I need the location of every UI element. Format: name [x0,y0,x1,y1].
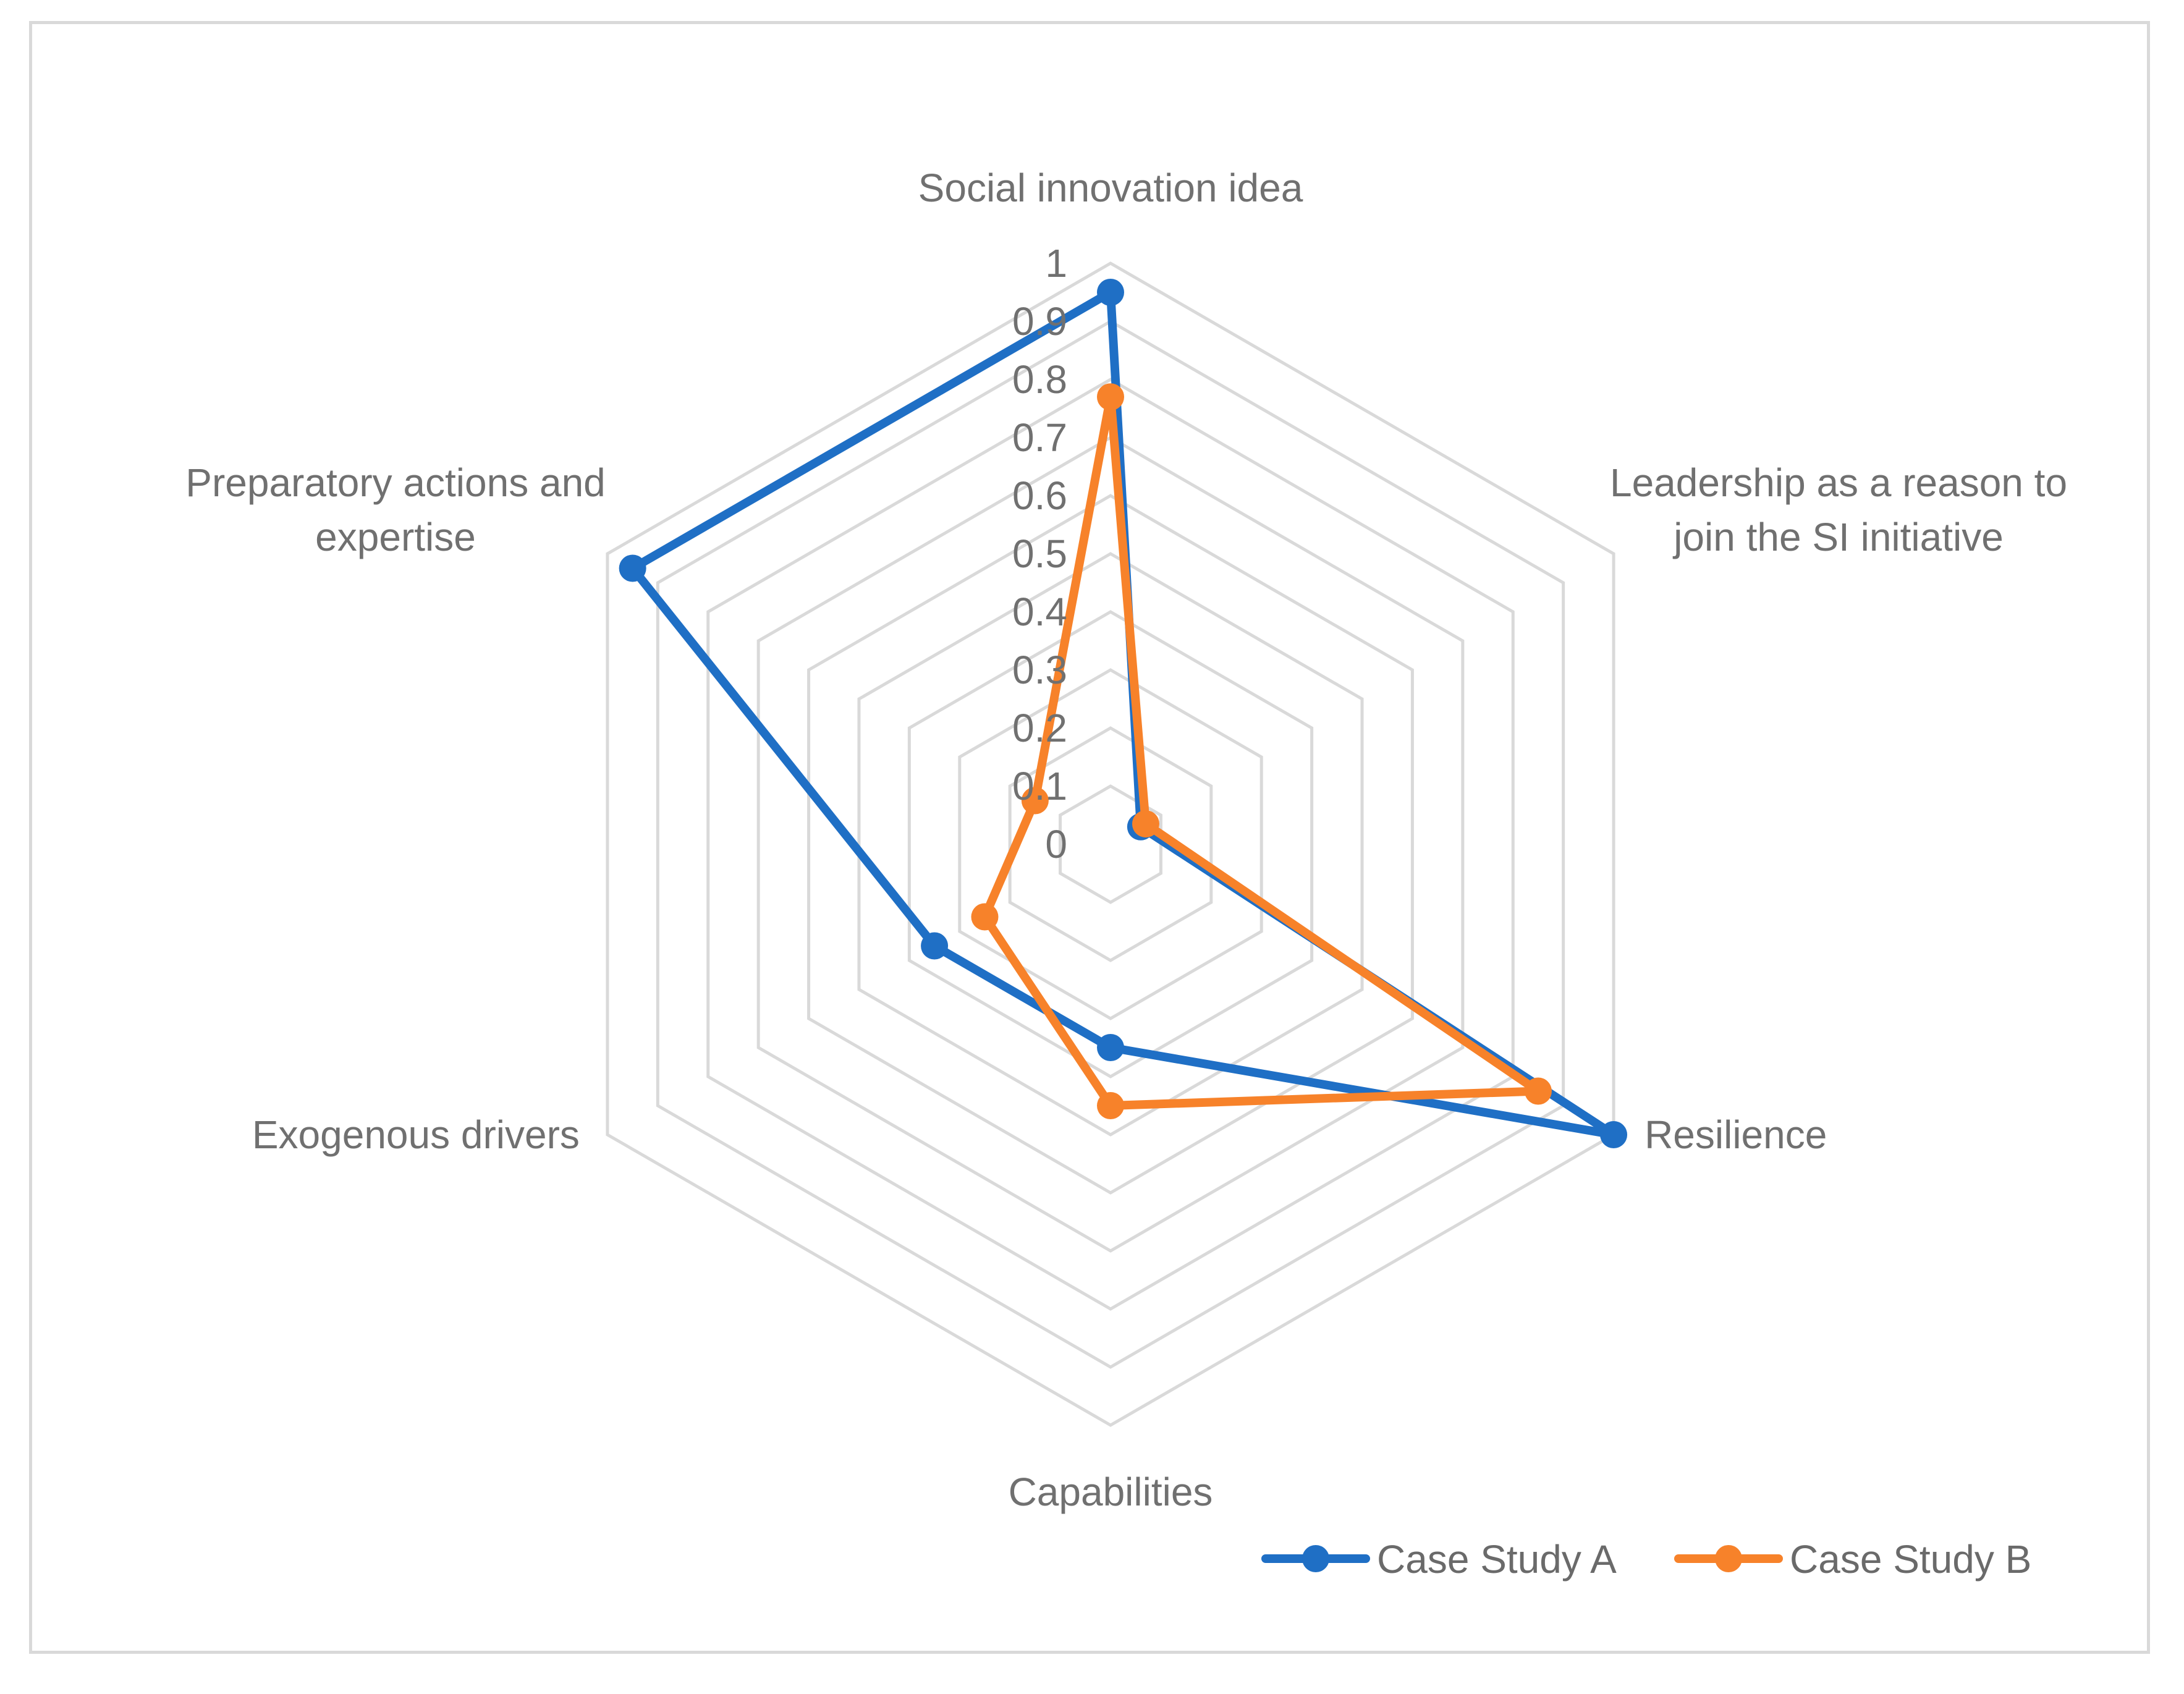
grid-ring-0-7 [756,436,1465,1253]
legend-marker-case-study-a [1302,1545,1329,1572]
tick-label-0: 0 [1045,822,1067,866]
series-line-case-study-a [628,288,1619,1139]
data-point-case-study-b-4 [971,903,999,931]
legend: Case Study A Case Study B [1261,1537,2031,1582]
grid-ring-0-3 [958,668,1263,1020]
data-point-case-study-a-4 [921,932,949,960]
grid-ring-0-9 [656,320,1565,1369]
tick-label-0-2: 0.2 [1012,706,1067,750]
axis-label-resilience: Resilience [1644,1112,1827,1157]
tick-label-0-5: 0.5 [1012,531,1067,576]
axis-label-exogenous-drivers: Exogenous drivers [252,1112,580,1157]
grid-ring-0-1 [1059,784,1162,904]
data-point-case-study-b-5 [1021,787,1049,815]
axis-label-preparatory-actions-and: Preparatory actions and expertise [185,460,606,559]
tick-label-0-4: 0.4 [1012,590,1067,634]
legend-label-case-study-a: Case Study A [1377,1537,1617,1582]
grid-ring-0-6 [807,494,1414,1195]
tick-label-0-6: 0.6 [1012,473,1067,518]
data-point-case-study-a-5 [619,554,646,582]
data-point-case-study-b-3 [1097,1092,1124,1119]
tick-label-0-7: 0.7 [1012,415,1067,460]
grid-ring-0-4 [907,610,1314,1078]
data-point-case-study-b-1 [1132,810,1159,838]
axis-label-layer: Social innovation idea Leadership as a re… [185,166,2067,1514]
data-point-case-study-a-2 [1600,1121,1628,1148]
series-case-study-b [971,383,1552,1119]
data-point-case-study-b-2 [1524,1077,1552,1105]
tick-label-0-3: 0.3 [1012,648,1067,692]
grid-ring-0-2 [1008,726,1213,962]
series-layer [619,279,1628,1148]
grid-ring-1 [606,261,1615,1427]
grid-layer [606,261,1615,1427]
data-point-case-study-a-3 [1097,1034,1124,1061]
axis-label-social-innovation-idea: Social innovation idea [918,166,1303,210]
tick-label-0-1: 0.1 [1012,764,1067,808]
tick-label-0-9: 0.9 [1012,299,1067,344]
tick-label-0-8: 0.8 [1012,357,1067,402]
grid-ring-0-8 [706,378,1515,1311]
legend-marker-case-study-b [1715,1545,1742,1572]
grid-ring-0-5 [857,552,1364,1137]
tick-layer: 0 0.1 0.2 0.3 0.4 0.5 0.6 0.7 0.8 0.9 1 [1012,241,1067,866]
axis-label-leadership-as-a-reason-to: Leadership as a reason to join the SI ini… [1610,460,2067,559]
data-point-case-study-b-0 [1097,383,1124,411]
tick-label-1: 1 [1045,241,1067,286]
legend-label-case-study-b: Case Study B [1790,1537,2031,1582]
axis-label-capabilities: Capabilities [1009,1470,1213,1514]
chart-frame [29,21,2150,1654]
series-case-study-a [619,279,1628,1148]
data-point-case-study-a-0 [1097,279,1124,306]
